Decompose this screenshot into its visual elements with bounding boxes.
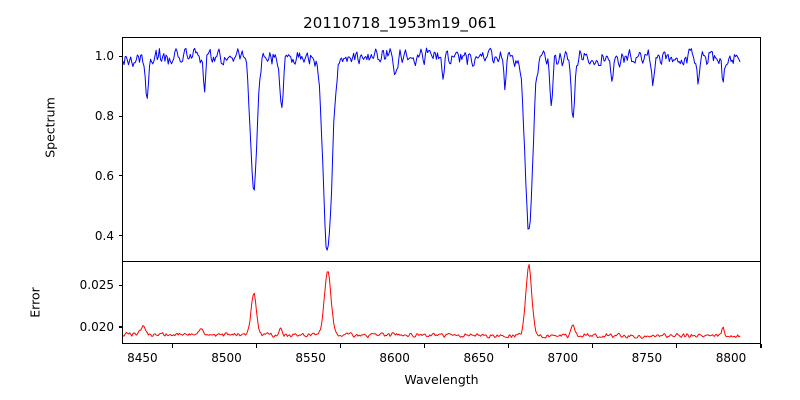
wavelength-tick-mark [676, 344, 678, 348]
wavelength-tick-label: 8650 [463, 351, 495, 365]
wavelength-tick-mark [171, 344, 173, 348]
error-ytick-label: 0.020 [79, 319, 114, 334]
wavelength-tick-label: 8550 [295, 351, 326, 365]
spectrum-axis-label: Spectrum [42, 97, 58, 158]
wavelength-tick-mark [508, 344, 510, 348]
spectrum-ytick-mark [118, 235, 122, 237]
wavelength-tick-mark [424, 344, 426, 348]
spectrum-ytick-label: 1.0 [94, 49, 114, 64]
wavelength-tick-mark [592, 344, 594, 348]
error-ytick-mark [118, 284, 122, 287]
spectrum-ytick-mark [118, 55, 122, 57]
spectrum-ytick-mark [118, 175, 122, 177]
spectrum-plot-panel [122, 37, 761, 261]
spectrum-ytick-label: 0.8 [94, 109, 114, 124]
wavelength-axis-label: Wavelength [404, 372, 479, 387]
figure-title: 20110718_1953m19_061 [303, 14, 497, 32]
spectrum-ytick-label: 0.4 [94, 228, 114, 243]
spectrum-ytick-label: 0.6 [94, 168, 114, 183]
spectrum-ytick-mark [118, 115, 122, 117]
error-axis-label: Error [27, 287, 43, 318]
error-ytick-mark [118, 326, 122, 328]
error-plot-panel [122, 261, 761, 344]
wavelength-tick-mark [255, 344, 258, 348]
spectrum-trace-svg [123, 47, 741, 251]
wavelength-tick-mark [340, 344, 342, 348]
wavelength-tick-mark [760, 344, 762, 348]
spectrum-trace [123, 47, 741, 251]
wavelength-tick-label: 8750 [631, 351, 663, 365]
wavelength-tick-label: 8500 [211, 351, 242, 365]
wavelength-tick-label: 8450 [127, 351, 158, 365]
wavelength-tick-label: 8700 [547, 351, 579, 365]
error-ytick-label: 0.025 [79, 278, 114, 293]
error-trace-svg [123, 264, 741, 339]
wavelength-tick-label: 8800 [715, 351, 747, 365]
wavelength-tick-label: 8600 [379, 351, 410, 365]
error-trace [123, 264, 741, 339]
